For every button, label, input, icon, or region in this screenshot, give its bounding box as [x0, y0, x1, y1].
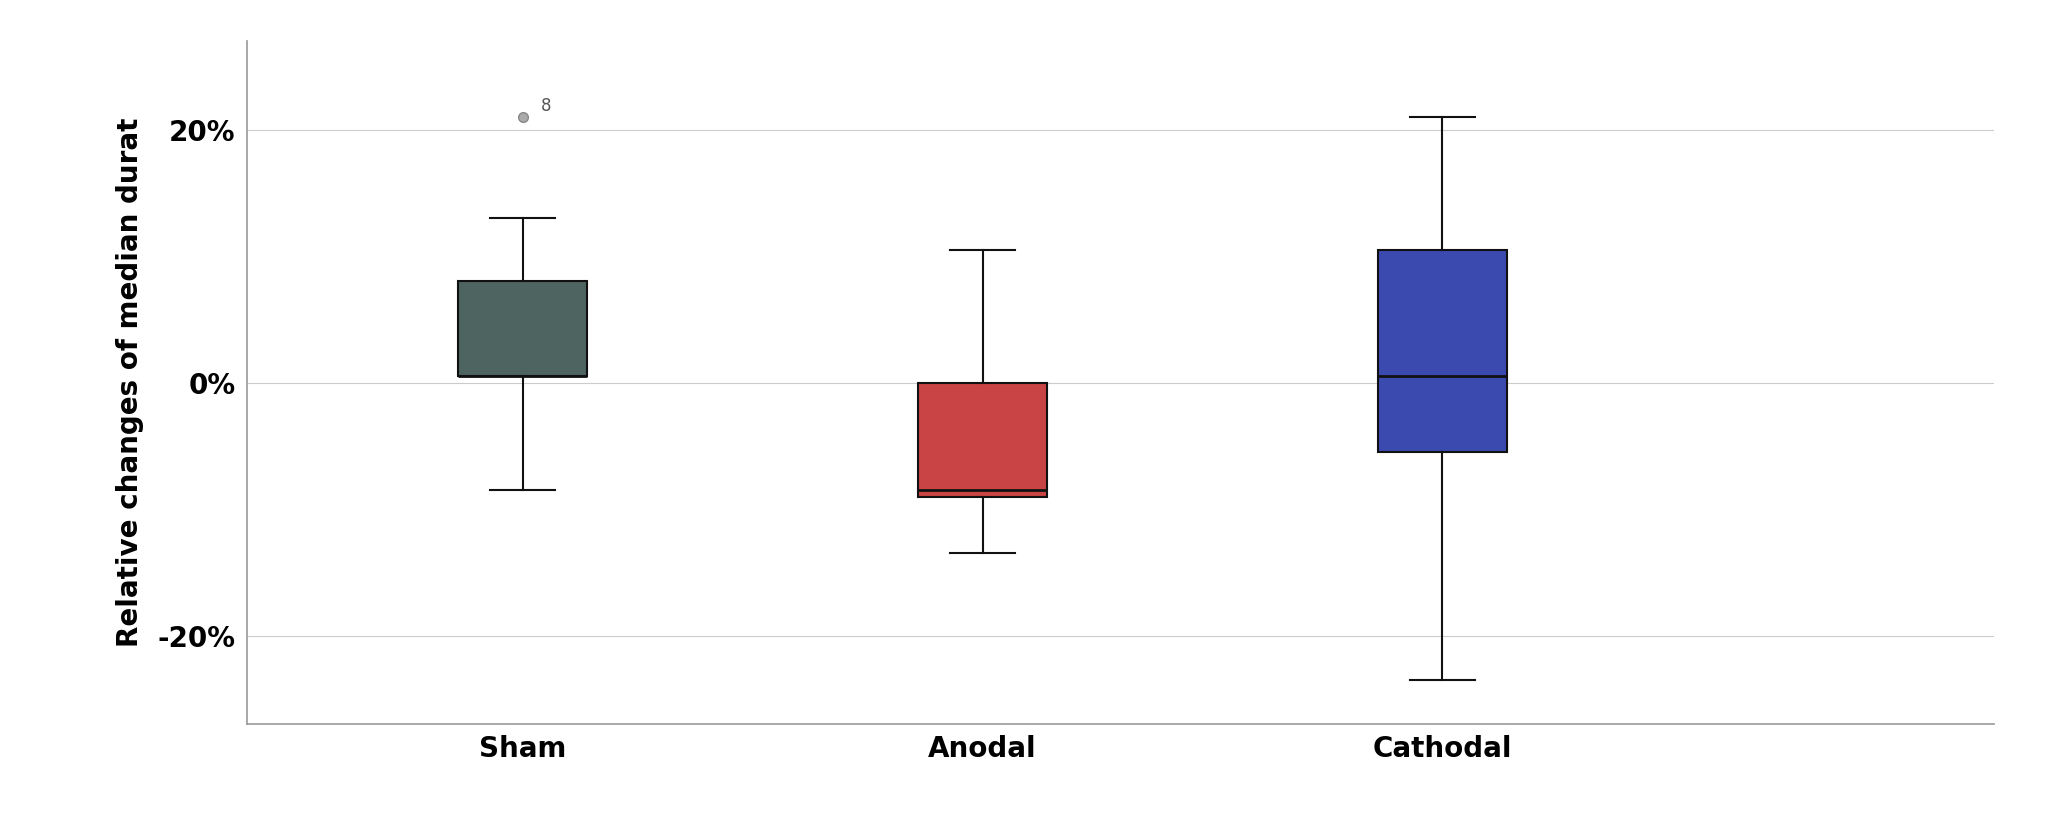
Y-axis label: Relative changes of median durat: Relative changes of median durat — [115, 118, 144, 648]
PathPatch shape — [1378, 250, 1507, 453]
PathPatch shape — [919, 383, 1047, 496]
Text: 8: 8 — [541, 96, 551, 114]
PathPatch shape — [458, 281, 588, 376]
